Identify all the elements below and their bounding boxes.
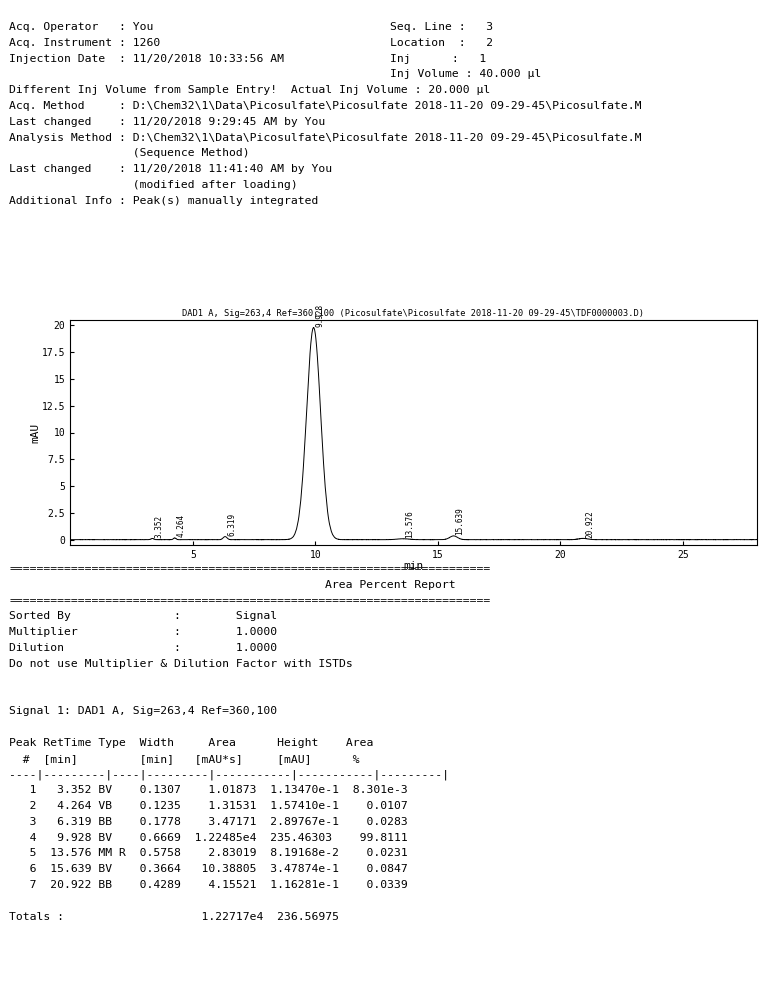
Text: 6  15.639 BV    0.3664   10.38805  3.47874e-1    0.0847: 6 15.639 BV 0.3664 10.38805 3.47874e-1 0… (9, 864, 408, 874)
Text: ----|---------|----|---------|-----------|-----------|---------|: ----|---------|----|---------|----------… (9, 769, 456, 780)
Text: 1   3.352 BV    0.1307    1.01873  1.13470e-1  8.301e-3: 1 3.352 BV 0.1307 1.01873 1.13470e-1 8.3… (9, 785, 408, 795)
Text: Acq. Operator   : You: Acq. Operator : You (9, 22, 154, 32)
Text: Analysis Method : D:\Chem32\1\Data\Picosulfate\Picosulfate 2018-11-20 09-29-45\P: Analysis Method : D:\Chem32\1\Data\Picos… (9, 133, 642, 143)
Text: 15.639: 15.639 (456, 508, 465, 535)
Text: 5  13.576 MM R  0.5758    2.83019  8.19168e-2    0.0231: 5 13.576 MM R 0.5758 2.83019 8.19168e-2 … (9, 848, 408, 858)
Text: 3   6.319 BB    0.1778    3.47171  2.89767e-1    0.0283: 3 6.319 BB 0.1778 3.47171 2.89767e-1 0.0… (9, 817, 408, 827)
Y-axis label: mAU: mAU (30, 422, 41, 443)
Text: ======================================================================: ========================================… (9, 596, 491, 606)
Text: Last changed    : 11/20/2018 11:41:40 AM by You: Last changed : 11/20/2018 11:41:40 AM by… (9, 164, 332, 174)
Text: Last changed    : 11/20/2018 9:29:45 AM by You: Last changed : 11/20/2018 9:29:45 AM by … (9, 117, 325, 127)
Text: Inj      :   1: Inj : 1 (390, 54, 486, 64)
Text: Injection Date  : 11/20/2018 10:33:56 AM: Injection Date : 11/20/2018 10:33:56 AM (9, 54, 285, 64)
Text: #  [min]         [min]   [mAU*s]     [mAU]      %: # [min] [min] [mAU*s] [mAU] % (9, 754, 360, 764)
Text: Location  :   2: Location : 2 (390, 38, 493, 48)
Text: Acq. Method     : D:\Chem32\1\Data\Picosulfate\Picosulfate 2018-11-20 09-29-45\P: Acq. Method : D:\Chem32\1\Data\Picosulfa… (9, 101, 642, 111)
Text: Seq. Line :   3: Seq. Line : 3 (390, 22, 493, 32)
Text: 9.928: 9.928 (316, 304, 324, 327)
Text: 13.576: 13.576 (405, 510, 414, 538)
Text: Inj Volume : 40.000 μl: Inj Volume : 40.000 μl (390, 69, 541, 79)
Title: DAD1 A, Sig=263,4 Ref=360,100 (Picosulfate\Picosulfate 2018-11-20 09-29-45\TDF00: DAD1 A, Sig=263,4 Ref=360,100 (Picosulfa… (183, 309, 644, 318)
Text: (modified after loading): (modified after loading) (9, 180, 298, 190)
Text: Signal 1: DAD1 A, Sig=263,4 Ref=360,100: Signal 1: DAD1 A, Sig=263,4 Ref=360,100 (9, 706, 278, 716)
Text: Peak RetTime Type  Width     Area      Height    Area: Peak RetTime Type Width Area Height Area (9, 738, 374, 748)
Text: 6.319: 6.319 (227, 513, 236, 536)
Text: 20.922: 20.922 (585, 510, 594, 538)
Text: Multiplier              :        1.0000: Multiplier : 1.0000 (9, 627, 278, 637)
Text: Area Percent Report: Area Percent Report (324, 580, 456, 590)
Text: Dilution                :        1.0000: Dilution : 1.0000 (9, 643, 278, 653)
Text: 2   4.264 VB    0.1235    1.31531  1.57410e-1    0.0107: 2 4.264 VB 0.1235 1.31531 1.57410e-1 0.0… (9, 801, 408, 811)
Text: Totals :                    1.22717e4  236.56975: Totals : 1.22717e4 236.56975 (9, 912, 339, 922)
Text: 7  20.922 BB    0.4289    4.15521  1.16281e-1    0.0339: 7 20.922 BB 0.4289 4.15521 1.16281e-1 0.… (9, 880, 408, 890)
Text: Acq. Instrument : 1260: Acq. Instrument : 1260 (9, 38, 161, 48)
Text: 3.352: 3.352 (154, 515, 163, 538)
Text: Sorted By               :        Signal: Sorted By : Signal (9, 611, 278, 621)
Text: 4   9.928 BV    0.6669  1.22485e4  235.46303    99.8111: 4 9.928 BV 0.6669 1.22485e4 235.46303 99… (9, 833, 408, 843)
Text: ======================================================================: ========================================… (9, 564, 491, 574)
Text: 4.264: 4.264 (177, 514, 186, 537)
X-axis label: min: min (403, 561, 424, 571)
Text: (Sequence Method): (Sequence Method) (9, 148, 250, 158)
Text: Different Inj Volume from Sample Entry!  Actual Inj Volume : 20.000 μl: Different Inj Volume from Sample Entry! … (9, 85, 491, 95)
Text: Additional Info : Peak(s) manually integrated: Additional Info : Peak(s) manually integ… (9, 196, 319, 206)
Text: Do not use Multiplier & Dilution Factor with ISTDs: Do not use Multiplier & Dilution Factor … (9, 659, 353, 669)
